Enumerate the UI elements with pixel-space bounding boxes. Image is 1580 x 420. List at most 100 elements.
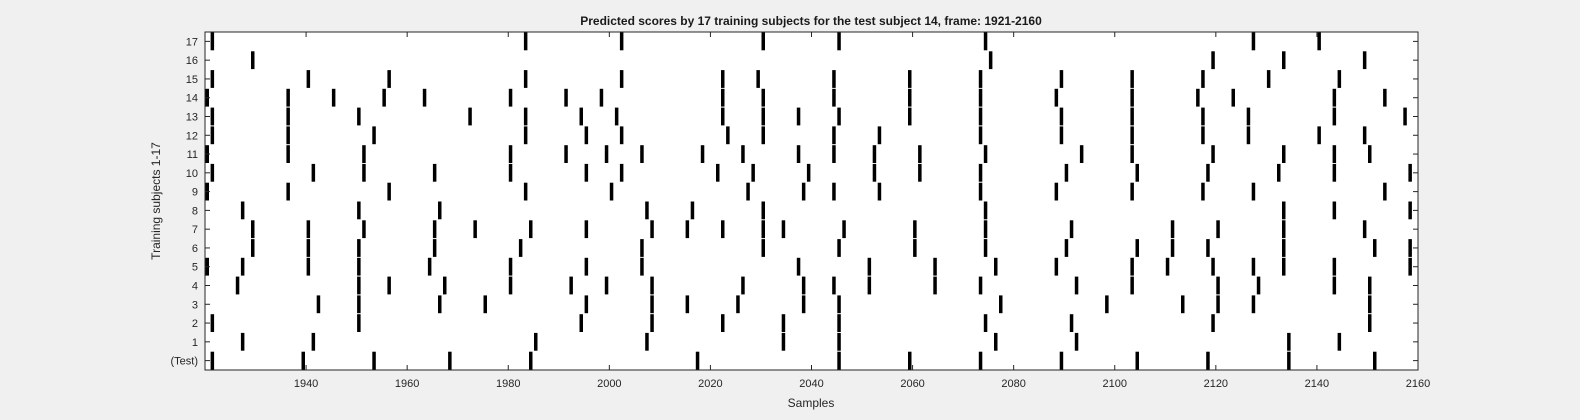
event-mark <box>1317 32 1321 51</box>
event-mark <box>716 163 720 182</box>
event-mark <box>872 145 877 163</box>
event-mark <box>650 220 654 239</box>
event-mark <box>1064 239 1069 257</box>
event-mark <box>357 239 361 257</box>
event-mark <box>1332 276 1337 295</box>
event-mark <box>1054 182 1059 201</box>
event-mark <box>690 201 695 220</box>
event-mark <box>362 220 366 239</box>
event-mark <box>584 163 589 182</box>
x-tick-label: 2080 <box>1001 378 1025 390</box>
event-mark <box>640 145 644 163</box>
event-mark <box>832 145 836 163</box>
event-mark <box>1251 32 1256 51</box>
event-mark <box>604 145 609 163</box>
event-mark <box>801 276 806 295</box>
event-mark <box>1246 107 1251 126</box>
y-tick-label: 13 <box>186 112 198 124</box>
x-axis: 1940 1960 1980 2000 2020 2040 2060 2080 2100 2120… <box>294 32 1430 390</box>
event-mark <box>1266 70 1271 88</box>
x-axis-label: Samples <box>788 396 835 410</box>
event-mark <box>1165 257 1170 276</box>
event-mark <box>640 239 644 257</box>
event-mark <box>357 314 361 332</box>
event-mark <box>1130 70 1134 88</box>
y-tick-label: 11 <box>187 149 198 161</box>
event-mark <box>832 70 836 88</box>
event-mark <box>483 295 487 314</box>
event-mark <box>761 88 765 107</box>
event-mark <box>994 332 998 351</box>
event-mark <box>311 163 316 182</box>
event-mark <box>1337 332 1342 351</box>
x-tick-label: 2140 <box>1305 378 1329 390</box>
event-mark <box>832 182 836 201</box>
event-mark <box>427 257 432 276</box>
x-tick-label: 2160 <box>1406 378 1430 390</box>
event-mark <box>619 32 624 51</box>
event-mark <box>761 32 765 51</box>
event-mark <box>316 295 321 314</box>
event-mark <box>619 70 624 88</box>
event-mark <box>1408 239 1412 257</box>
event-mark <box>210 70 215 88</box>
event-mark <box>357 201 361 220</box>
plot-area <box>205 32 1418 370</box>
event-mark <box>1074 332 1079 351</box>
event-mark <box>306 239 311 257</box>
event-mark <box>1383 88 1387 107</box>
event-mark <box>781 220 786 239</box>
event-mark <box>286 145 290 163</box>
y-tick-label: 8 <box>192 205 198 217</box>
event-mark <box>1079 145 1084 163</box>
event-mark <box>210 107 215 126</box>
event-mark <box>286 88 290 107</box>
event-mark <box>1368 276 1372 295</box>
event-mark <box>700 145 705 163</box>
event-mark <box>529 351 533 370</box>
event-mark <box>448 351 452 370</box>
event-mark <box>721 314 725 332</box>
event-mark <box>1064 163 1069 182</box>
x-tick-label: 2000 <box>597 378 621 390</box>
event-mark <box>650 276 654 295</box>
event-mark <box>584 220 589 239</box>
event-mark <box>1130 126 1134 145</box>
event-mark <box>1373 351 1377 370</box>
event-mark <box>801 182 806 201</box>
event-mark <box>240 257 245 276</box>
y-tick-label: 2 <box>192 318 198 330</box>
x-tick-label: 2020 <box>698 378 722 390</box>
event-mark <box>614 107 619 126</box>
event-mark <box>978 70 983 88</box>
event-mark <box>1130 257 1134 276</box>
event-mark <box>331 88 336 107</box>
event-mark <box>978 126 983 145</box>
event-mark <box>1368 295 1372 314</box>
event-mark <box>796 107 801 126</box>
event-mark <box>933 276 937 295</box>
event-mark <box>210 163 215 182</box>
event-mark <box>1201 126 1205 145</box>
event-mark <box>306 70 311 88</box>
event-mark <box>1211 145 1215 163</box>
event-mark <box>523 70 528 88</box>
x-tick-label: 2060 <box>900 378 924 390</box>
event-mark <box>422 88 427 107</box>
event-mark <box>1332 201 1337 220</box>
event-mark <box>761 107 765 126</box>
event-mark <box>357 276 361 295</box>
event-mark <box>1135 163 1139 182</box>
event-marks <box>205 32 1412 370</box>
event-mark <box>619 163 624 182</box>
y-tick-label: 5 <box>192 262 198 274</box>
event-mark <box>251 239 255 257</box>
event-mark <box>842 220 846 239</box>
event-mark <box>695 351 700 370</box>
event-mark <box>918 145 922 163</box>
x-tick-label: 2100 <box>1103 378 1127 390</box>
event-mark <box>837 314 841 332</box>
y-axis-label: Training subjects 1-17 <box>149 142 163 260</box>
event-mark <box>1362 220 1367 239</box>
event-mark <box>983 201 988 220</box>
